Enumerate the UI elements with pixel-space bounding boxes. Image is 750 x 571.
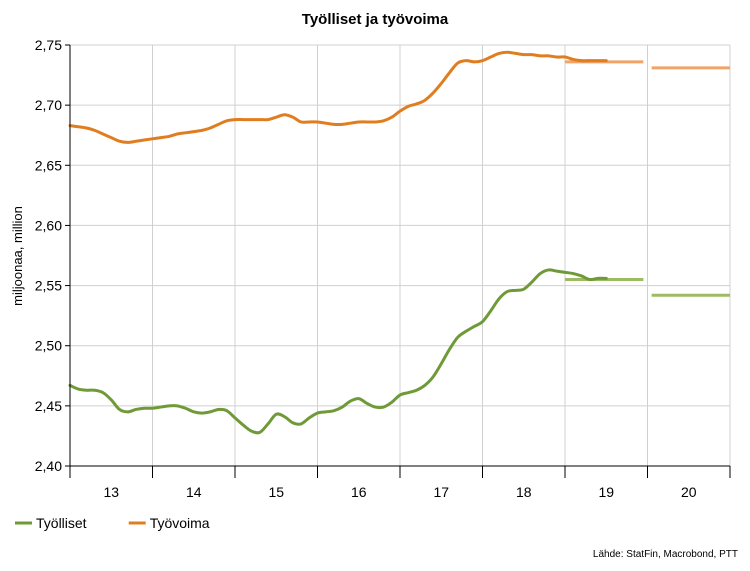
x-tick-label: 13 — [103, 484, 119, 500]
series-line-työlliset — [68, 268, 608, 435]
y-tick-label: 2,65 — [35, 157, 62, 173]
y-tick-label: 2,60 — [35, 217, 62, 233]
legend-label: Työvoima — [150, 515, 210, 531]
y-tick-label: 2,45 — [35, 398, 62, 414]
x-tick-label: 19 — [598, 484, 614, 500]
x-tick-label: 20 — [681, 484, 697, 500]
legend: Työlliset Työvoima — [15, 515, 210, 531]
series-layer — [68, 50, 608, 435]
x-tick-label: 17 — [433, 484, 449, 500]
chart-title: Työlliset ja työvoima — [302, 11, 449, 28]
x-tick-label: 14 — [186, 484, 202, 500]
y-tick-label: 2,40 — [35, 458, 62, 474]
y-axis-label: miljoonaa, million — [10, 206, 25, 306]
y-tick-label: 2,50 — [35, 338, 62, 354]
series-line-työvoima — [68, 50, 608, 144]
y-tick-label: 2,75 — [35, 37, 62, 53]
x-tick-label: 15 — [268, 484, 284, 500]
x-tick-label: 18 — [516, 484, 532, 500]
y-tick-label: 2,70 — [35, 97, 62, 113]
source-note: Lähde: StatFin, Macrobond, PTT — [593, 549, 738, 560]
grid-layer — [69, 44, 731, 467]
axis-layer: 2,40 2,45 2,50 2,55 2,60 2,65 2,70 2,75 13 14 15 16… — [35, 37, 731, 500]
legend-label: Työlliset — [36, 515, 87, 531]
y-tick-label: 2,55 — [35, 278, 62, 294]
x-tick-label: 16 — [351, 484, 367, 500]
